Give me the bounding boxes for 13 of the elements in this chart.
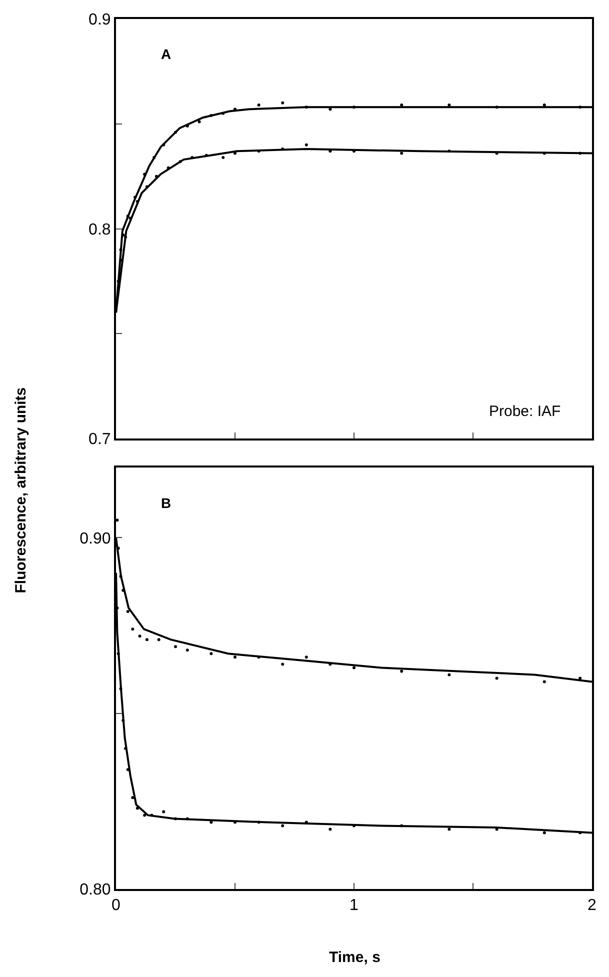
y-tick-label: 0.8 (88, 221, 111, 238)
x-tick-label: 0 (112, 897, 121, 914)
y-axis-title: Fluorescence, arbitrary units (12, 387, 30, 594)
y-tick-label: 0.7 (88, 431, 111, 448)
annotation: A (161, 46, 172, 62)
y-tick-label: 0.90 (80, 530, 111, 548)
annotation: Probe: IAF (489, 403, 561, 420)
x-axis-title: Time, s (329, 949, 380, 966)
x-tick-label: 1 (350, 897, 359, 914)
y-tick-label: 0.9 (88, 12, 111, 29)
x-tick-label: 2 (588, 897, 597, 914)
annotation: B (161, 495, 172, 511)
y-tick-label: 0.80 (80, 882, 111, 899)
